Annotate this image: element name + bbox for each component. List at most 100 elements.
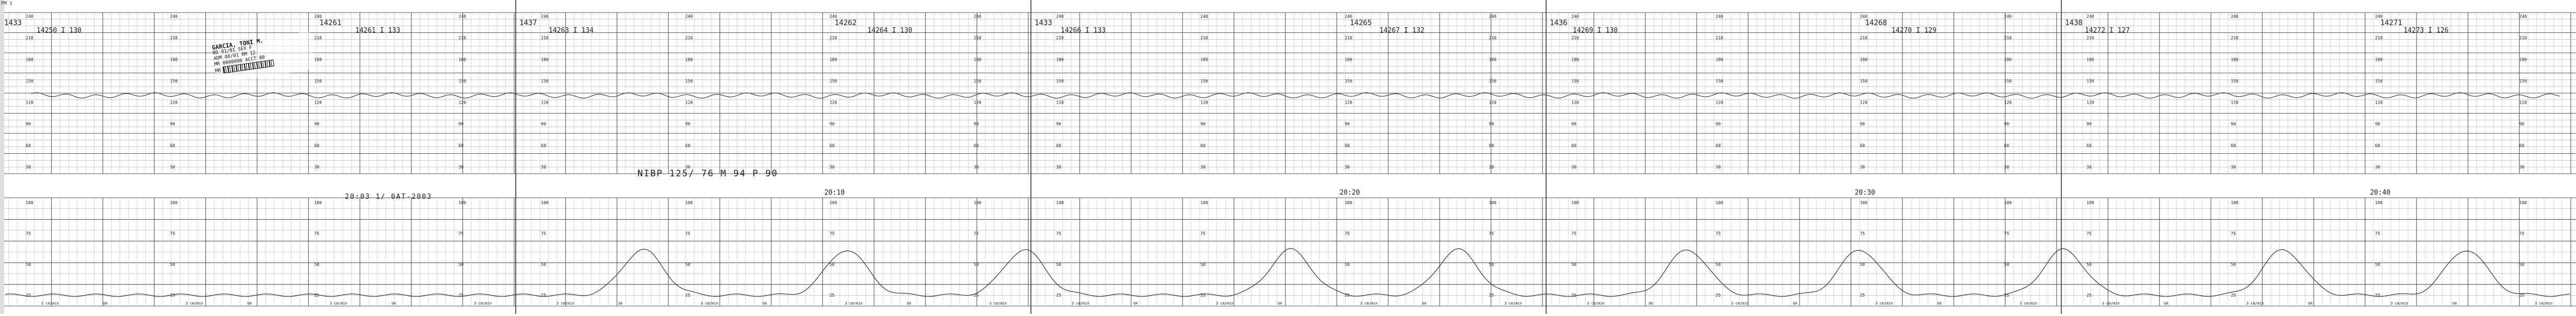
uc-scale-label: 75 xyxy=(541,231,546,236)
uc-caption: UA xyxy=(762,301,767,306)
uc-scale-label: 100 xyxy=(685,200,693,205)
uc-scale-label: 25 xyxy=(1571,293,1576,298)
fhr-scale-label: 90 xyxy=(314,122,319,127)
uc-scale-label: 75 xyxy=(26,231,31,236)
page-paper-id: 14261 xyxy=(319,19,341,27)
fhr-scale-label: 180 xyxy=(1200,57,1208,62)
uc-scale-label: 100 xyxy=(1056,200,1064,205)
uc-scale-label: 100 xyxy=(2231,200,2238,205)
uc-scale-label: 50 xyxy=(2375,262,2380,267)
uc-scale-label: 100 xyxy=(1489,200,1497,205)
fhr-scale-label: 60 xyxy=(1344,143,1350,148)
fhr-scale-label: 210 xyxy=(685,36,693,40)
uc-scale-label: 100 xyxy=(314,200,322,205)
uc-scale-label: 25 xyxy=(170,293,175,298)
fhr-scale-label: 30 xyxy=(829,165,834,170)
fhr-scale-label: 150 xyxy=(974,78,982,83)
uc-scale-label: 25 xyxy=(541,293,546,298)
fhr-scale-label: 180 xyxy=(541,57,549,62)
speed-label: 3 cm/min xyxy=(2246,301,2264,306)
top-marker: 14261 I 133 xyxy=(355,27,400,35)
fhr-scale-label: 150 xyxy=(26,78,33,83)
fhr-scale-label: 120 xyxy=(1344,100,1352,105)
fhr-scale-label: 180 xyxy=(974,57,982,62)
fhr-scale-label: 210 xyxy=(2520,36,2527,40)
fhr-scale-label: 150 xyxy=(2231,78,2238,83)
uc-scale-label: 25 xyxy=(1200,293,1205,298)
fhr-scale-label: 30 xyxy=(459,165,464,170)
top-marker: 14267 I 132 xyxy=(1379,27,1424,35)
fhr-scale-label: 30 xyxy=(1056,165,1061,170)
uc-scale-label: 50 xyxy=(314,262,319,267)
uc-scale-label: 50 xyxy=(1344,262,1350,267)
uc-scale-label: 50 xyxy=(170,262,175,267)
uc-scale-label: 75 xyxy=(1489,231,1494,236)
uc-caption: UA xyxy=(1422,301,1426,306)
uc-scale-label: 25 xyxy=(459,293,464,298)
fhr-scale-label: 150 xyxy=(1571,78,1579,83)
fhr-scale-label: 120 xyxy=(2231,100,2238,105)
uc-scale-label: 50 xyxy=(829,262,834,267)
fhr-scale-label: 240 xyxy=(1056,14,1064,19)
fhr-scale-label: 210 xyxy=(1344,36,1352,40)
fhr-scale-label: 30 xyxy=(314,165,319,170)
fhr-scale-label: 30 xyxy=(170,165,175,170)
uc-scale-label: 50 xyxy=(541,262,546,267)
fhr-scale-label: 120 xyxy=(1571,100,1579,105)
fhr-scale-label: 30 xyxy=(974,165,979,170)
page-time-label: 20:20 xyxy=(1340,189,1360,197)
fhr-scale-label: 90 xyxy=(2231,122,2236,127)
uc-scale-label: 75 xyxy=(459,231,464,236)
fhr-scale-label: 30 xyxy=(2086,165,2092,170)
fhr-scale-label: 180 xyxy=(2231,57,2238,62)
fhr-scale-label: 180 xyxy=(1344,57,1352,62)
fhr-scale-label: 210 xyxy=(1860,36,1867,40)
fhr-scale-label: 240 xyxy=(26,14,33,19)
fhr-scale-label: 240 xyxy=(2004,14,2012,19)
fhr-scale-label: 90 xyxy=(2375,122,2380,127)
fhr-scale-label: 240 xyxy=(2375,14,2383,19)
fhr-scale-label: 60 xyxy=(2004,143,2010,148)
speed-label: 3 cm/min xyxy=(1216,301,1234,306)
speed-label: 3 cm/min xyxy=(1504,301,1522,306)
fhr-scale-label: 90 xyxy=(1056,122,1061,127)
fhr-scale-label: 120 xyxy=(2520,100,2527,105)
uc-scale-label: 100 xyxy=(2375,200,2383,205)
fhr-scale-label: 120 xyxy=(541,100,549,105)
uc-scale-label: 50 xyxy=(2231,262,2236,267)
uc-scale-label: 25 xyxy=(2520,293,2525,298)
fhr-scale-label: 60 xyxy=(1860,143,1865,148)
fhr-scale-label: 180 xyxy=(1860,57,1867,62)
fhr-scale-label: 180 xyxy=(2375,57,2383,62)
uc-scale-label: 75 xyxy=(1344,231,1350,236)
uc-scale-label: 25 xyxy=(26,293,31,298)
page-left-label: 1436 xyxy=(1550,19,1568,27)
uc-scale-label: 100 xyxy=(2086,200,2094,205)
top-marker: 14263 I 134 xyxy=(549,27,594,35)
uc-scale-label: 100 xyxy=(541,200,549,205)
fhr-scale-label: 240 xyxy=(170,14,178,19)
page-paper-id: 14271 xyxy=(2380,19,2402,27)
uc-scale-label: 50 xyxy=(2086,262,2092,267)
page-left-label: 1433 xyxy=(1035,19,1052,27)
uc-scale-label: 75 xyxy=(314,231,319,236)
uc-scale-label: 50 xyxy=(1056,262,1061,267)
fhr-scale-label: 240 xyxy=(2520,14,2527,19)
top-marker: 14269 I 130 xyxy=(1573,27,1618,35)
fhr-scale-label: 90 xyxy=(685,122,690,127)
uc-caption: UA xyxy=(2452,301,2457,306)
fhr-scale-label: 120 xyxy=(1056,100,1064,105)
uc-scale-label: 25 xyxy=(1489,293,1494,298)
fhr-scale-label: 90 xyxy=(829,122,834,127)
fhr-scale-label: 150 xyxy=(1860,78,1867,83)
fhr-scale-label: 240 xyxy=(459,14,467,19)
fhr-scale-label: 120 xyxy=(829,100,837,105)
fhr-scale-label: 60 xyxy=(2086,143,2092,148)
uc-scale-label: 75 xyxy=(685,231,690,236)
fhr-scale-label: 210 xyxy=(170,36,178,40)
page-time-label: 20:10 xyxy=(825,189,845,197)
uc-scale-label: 50 xyxy=(1200,262,1205,267)
top-marker: 14266 I 133 xyxy=(1061,27,1106,35)
